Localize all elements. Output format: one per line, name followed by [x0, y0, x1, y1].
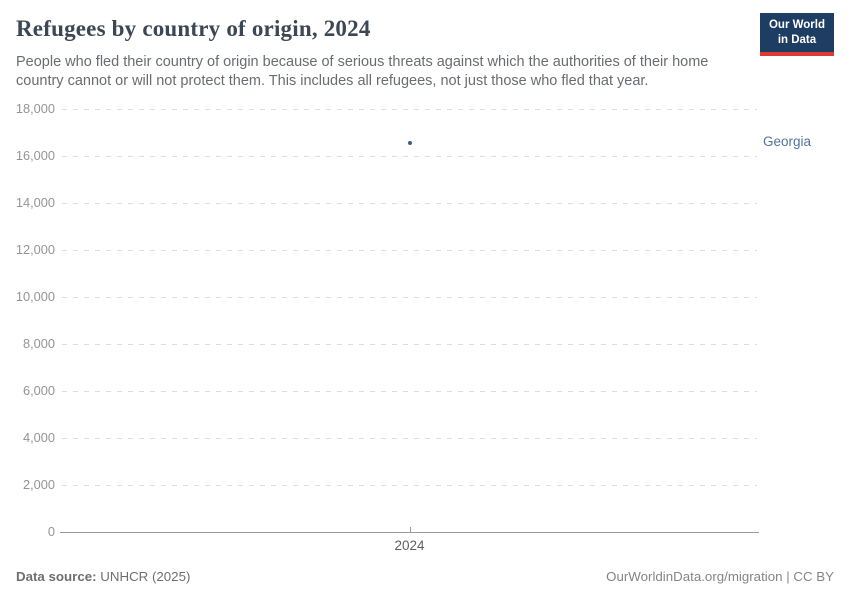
y-axis-tick-label: 16,000	[15, 148, 55, 163]
gridline	[62, 344, 757, 345]
y-axis-tick-label: 18,000	[15, 101, 55, 116]
page-title: Refugees by country of origin, 2024	[16, 16, 371, 41]
y-axis-tick-label: 12,000	[15, 242, 55, 257]
gridline	[62, 391, 757, 392]
x-axis-tick-mark	[409, 527, 411, 532]
credit-text: OurWorldinData.org/migration | CC BY	[606, 569, 834, 584]
gridline	[62, 438, 757, 439]
chart-subtitle: People who fled their country of origin …	[16, 54, 709, 89]
y-axis-tick-label: 10,000	[15, 289, 55, 304]
y-axis-tick-label: 0	[47, 524, 55, 539]
gridline	[62, 297, 757, 298]
owid-logo-line1: Our World	[768, 19, 825, 31]
y-axis-tick-label: 4,000	[22, 430, 55, 445]
data-point-georgia[interactable]	[407, 141, 412, 146]
x-axis-line	[60, 532, 759, 533]
y-axis-tick-label: 8,000	[22, 336, 55, 351]
footer-credit[interactable]: OurWorldinData.org/migration | CC BY	[606, 569, 834, 584]
y-axis-tick-label: 2,000	[22, 477, 55, 492]
datasource-value: UNHCR (2025)	[96, 569, 191, 584]
y-axis-tick-label: 6,000	[22, 383, 55, 398]
gridline	[62, 156, 757, 157]
datasource-label: Data source:	[16, 569, 97, 584]
gridline	[62, 250, 757, 251]
x-axis-tick-label: 2024	[394, 538, 425, 553]
owid-logo-line2: in Data	[777, 33, 817, 46]
footer-datasource: Data source: UNHCR (2025)	[16, 569, 190, 584]
gridline	[62, 485, 757, 486]
owid-logo[interactable]: Our World in Data	[759, 13, 834, 56]
gridline	[62, 203, 757, 204]
gridline	[62, 109, 757, 110]
series-label-georgia[interactable]: Georgia	[763, 134, 812, 150]
y-axis-tick-label: 14,000	[15, 195, 55, 210]
